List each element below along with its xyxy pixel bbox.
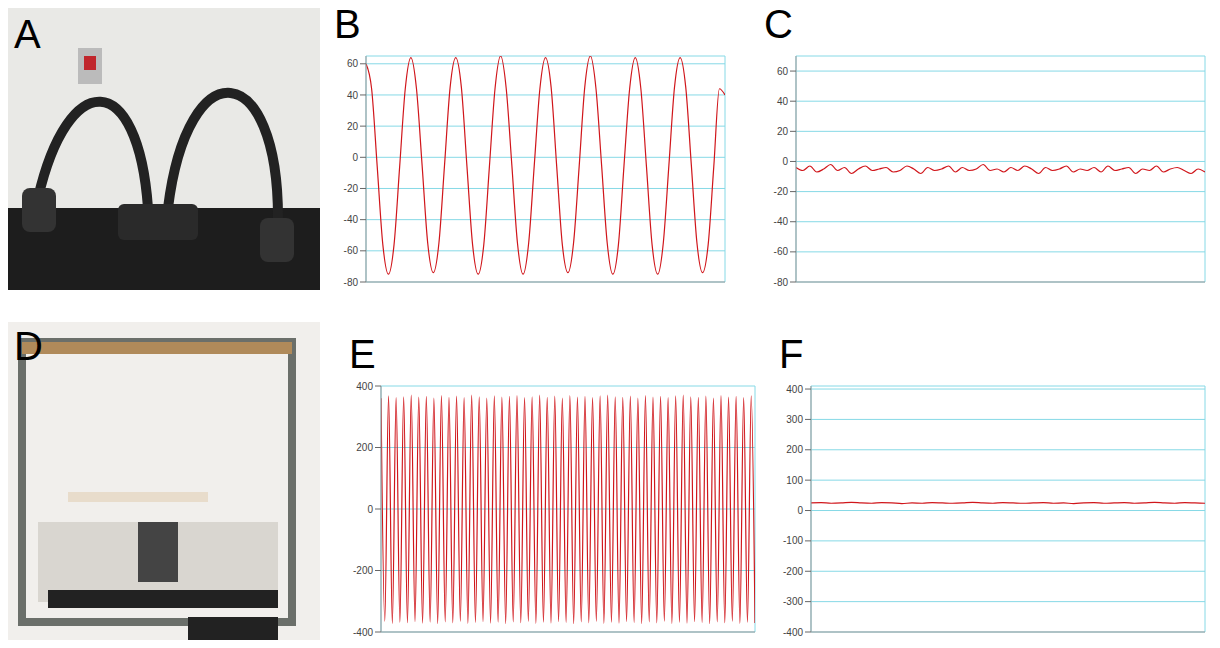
svg-text:400: 400 [356, 381, 373, 392]
svg-text:300: 300 [786, 414, 803, 425]
svg-text:-40: -40 [774, 216, 789, 227]
svg-text:200: 200 [786, 444, 803, 455]
svg-text:-200: -200 [353, 565, 373, 576]
svg-text:0: 0 [782, 156, 788, 167]
svg-text:-100: -100 [783, 535, 803, 546]
html-text:D: D [14, 324, 43, 368]
svg-text:-60: -60 [344, 245, 359, 256]
svg-text:-80: -80 [774, 277, 789, 288]
svg-text:-200: -200 [783, 566, 803, 577]
svg-text:-20: -20 [774, 186, 789, 197]
html-text:C: C [764, 2, 793, 46]
html-text:F: F [779, 332, 804, 376]
html-text:A: A [14, 12, 41, 56]
svg-text:-300: -300 [783, 596, 803, 607]
svg-text:100: 100 [786, 475, 803, 486]
svg-text:0: 0 [367, 504, 373, 515]
svg-text:40: 40 [347, 90, 359, 101]
svg-text:20: 20 [777, 126, 789, 137]
svg-text:-20: -20 [344, 183, 359, 194]
svg-text:40: 40 [777, 96, 789, 107]
svg-text:-80: -80 [344, 277, 359, 288]
html-text:E: E [349, 332, 376, 376]
svg-text:-40: -40 [344, 214, 359, 225]
svg-text:0: 0 [352, 152, 358, 163]
svg-text:0: 0 [797, 505, 803, 516]
html-text:B: B [334, 2, 361, 46]
svg-text:200: 200 [356, 442, 373, 453]
svg-text:-400: -400 [353, 627, 373, 638]
svg-text:400: 400 [786, 384, 803, 395]
svg-text:-60: -60 [774, 246, 789, 257]
svg-text:60: 60 [347, 58, 359, 69]
svg-text:-400: -400 [783, 627, 803, 638]
svg-text:20: 20 [347, 121, 359, 132]
svg-text:60: 60 [777, 66, 789, 77]
